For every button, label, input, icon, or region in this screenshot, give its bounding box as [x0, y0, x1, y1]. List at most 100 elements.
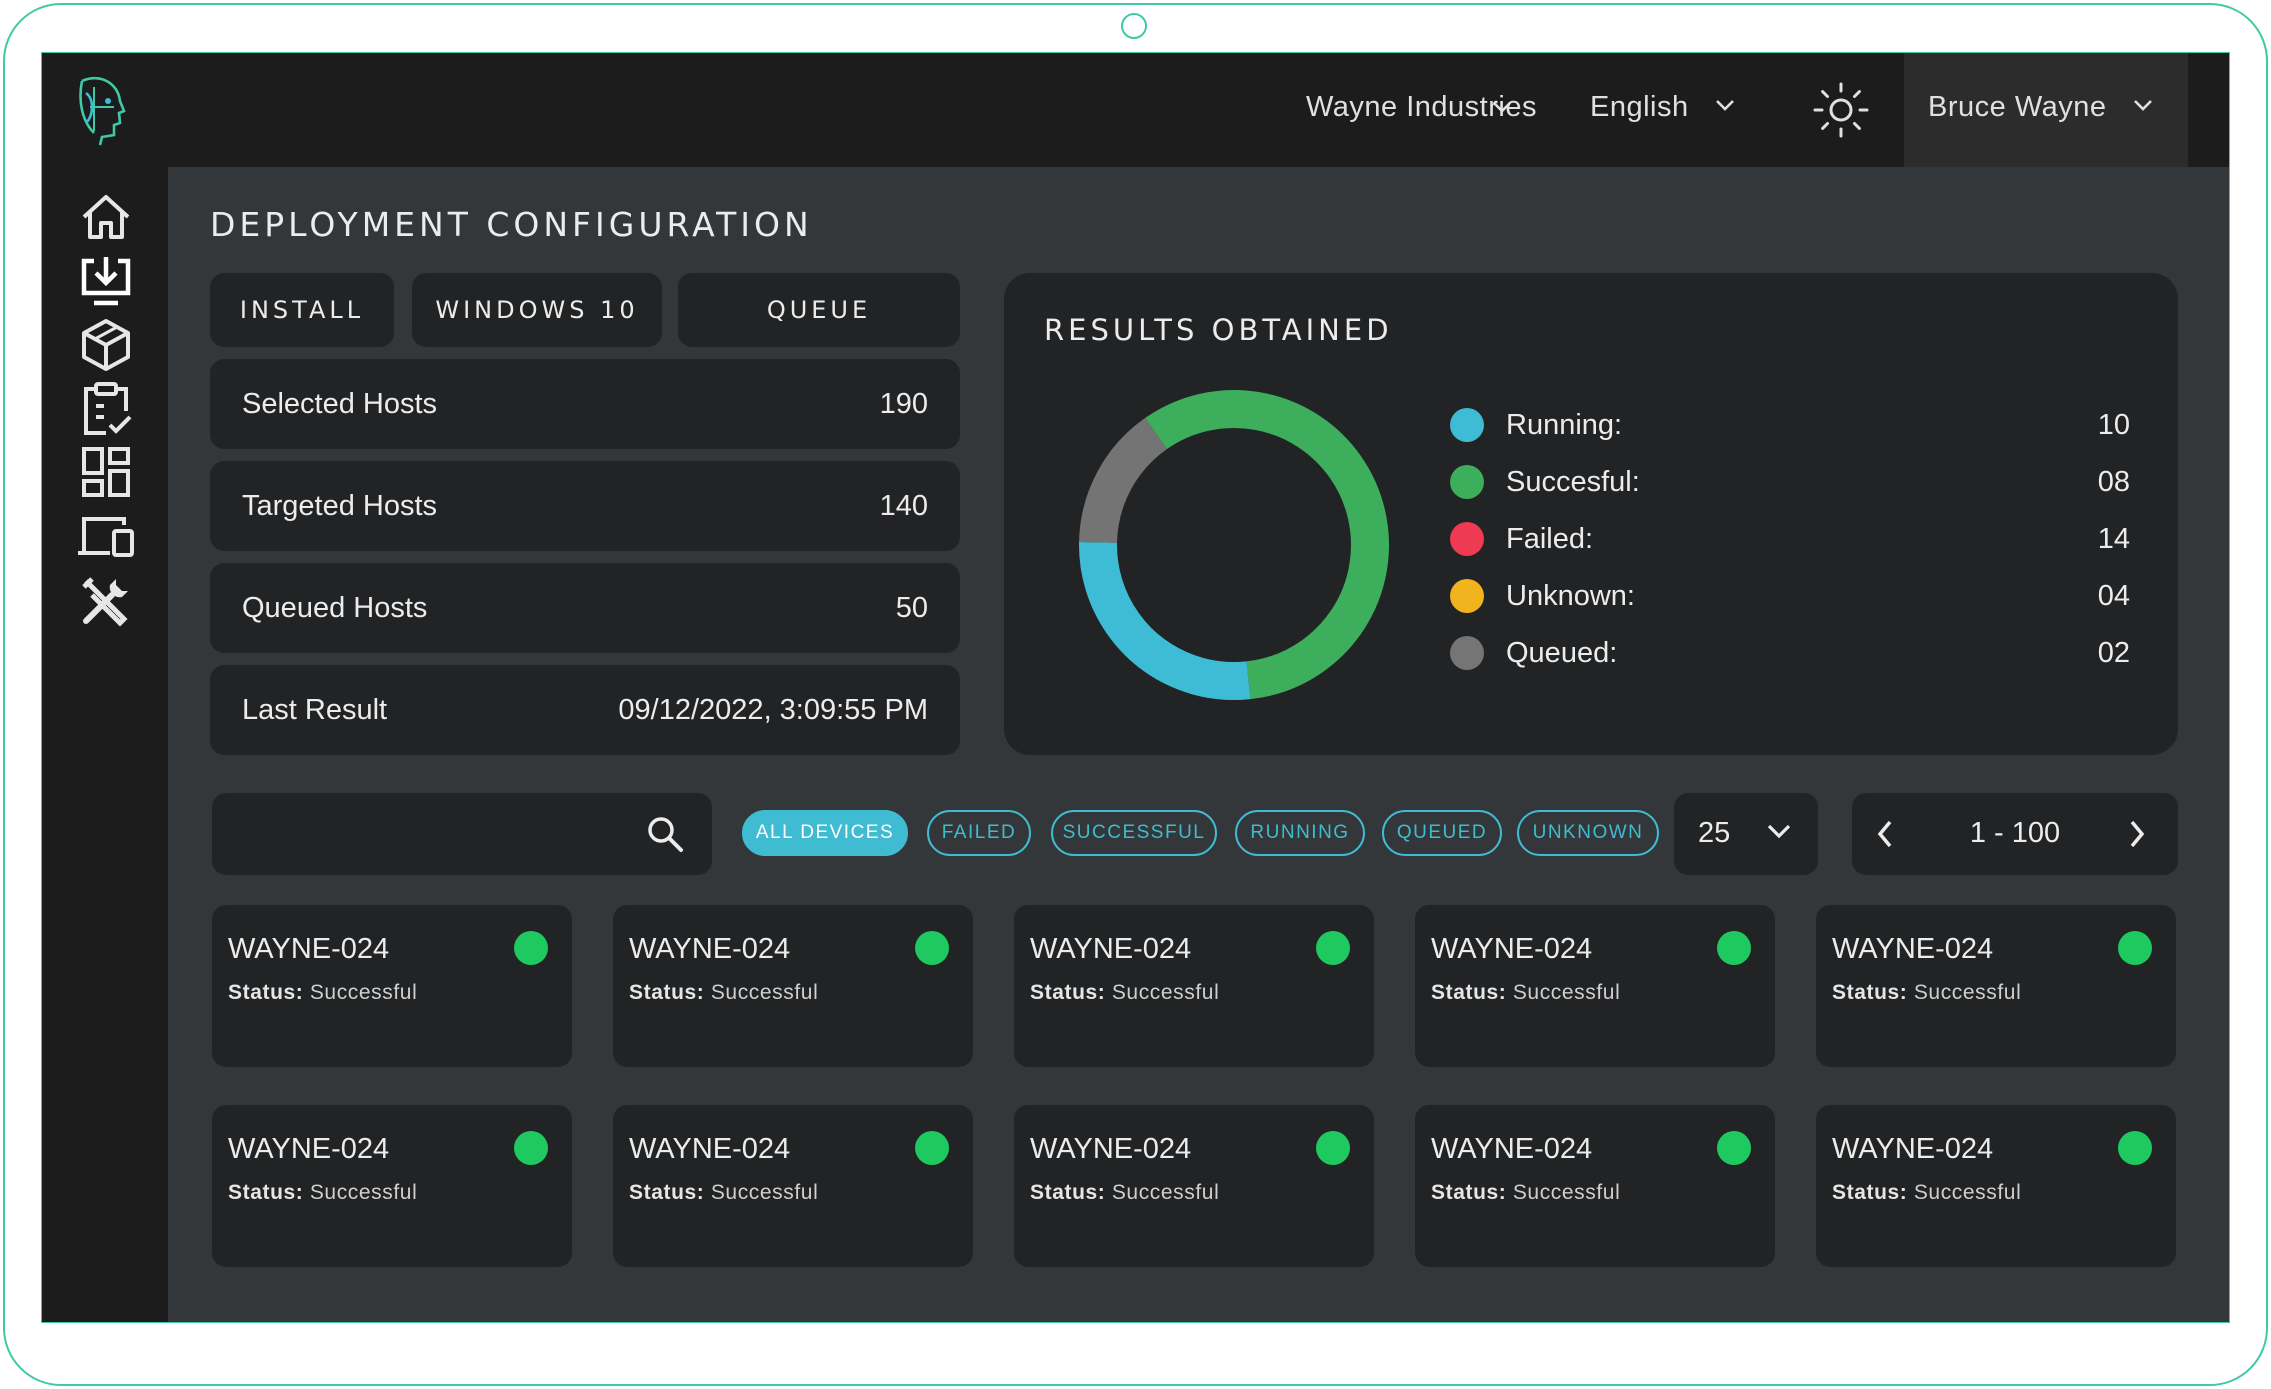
status-value: Successful — [1913, 1181, 2022, 1204]
device-status: Status: Successful — [1431, 1181, 1620, 1205]
legend-label: Running: — [1506, 409, 1623, 441]
tab-install[interactable]: INSTALL — [210, 273, 394, 347]
device-status: Status: Successful — [629, 1181, 818, 1205]
page-size-value: 25 — [1698, 817, 1731, 849]
stat-label: Last Result — [242, 694, 388, 726]
pagination-range: 1 - 100 — [1969, 817, 2061, 849]
device-card[interactable]: WAYNE-024 Status: Successful — [1415, 1105, 1775, 1267]
device-card[interactable]: WAYNE-024 Status: Successful — [613, 905, 973, 1067]
search-box — [212, 793, 712, 875]
device-card[interactable]: WAYNE-024 Status: Successful — [1014, 1105, 1374, 1267]
chevron-down-icon[interactable] — [1714, 98, 1736, 112]
chevron-down-icon[interactable] — [1492, 101, 1512, 113]
legend-successful: Succesful: 08 — [1450, 462, 2130, 502]
device-status: Status: Successful — [228, 1181, 417, 1205]
status-value: Successful — [1512, 981, 1621, 1004]
filter-chip-running[interactable]: RUNNING — [1235, 810, 1365, 856]
device-card[interactable]: WAYNE-024 Status: Successful — [212, 1105, 572, 1267]
device-name: WAYNE-024 — [228, 1133, 390, 1165]
status-label: Status: — [228, 981, 304, 1004]
devices-icon[interactable] — [76, 507, 136, 567]
filter-chip-successful[interactable]: SUCCESSFUL — [1051, 810, 1217, 856]
stat-value: 140 — [879, 490, 928, 522]
stat-label: Selected Hosts — [242, 388, 438, 420]
filter-chip-all-devices[interactable]: ALL DEVICES — [742, 810, 908, 856]
page-size-select[interactable]: 25 — [1674, 793, 1818, 875]
legend-label: Queued: — [1506, 637, 1618, 669]
device-name: WAYNE-024 — [1431, 933, 1593, 965]
legend-label: Failed: — [1506, 523, 1594, 555]
filter-chip-unknown[interactable]: UNKNOWN — [1517, 810, 1659, 856]
status-label: Status: — [1832, 981, 1908, 1004]
device-card[interactable]: WAYNE-024 Status: Successful — [1415, 905, 1775, 1067]
stat-last-result: Last Result 09/12/2022, 3:09:55 PM — [210, 665, 960, 755]
search-icon[interactable] — [644, 813, 686, 855]
search-input[interactable] — [232, 809, 632, 859]
stat-label: Targeted Hosts — [242, 490, 438, 522]
donut-segment-running — [1079, 390, 1389, 700]
device-name: WAYNE-024 — [629, 1133, 791, 1165]
home-icon[interactable] — [76, 187, 136, 247]
status-value: Successful — [1512, 1181, 1621, 1204]
stat-queued-hosts: Queued Hosts 50 — [210, 563, 960, 653]
legend-value: 02 — [2097, 637, 2130, 669]
user-menu[interactable]: Bruce Wayne — [1904, 53, 2188, 167]
status-value: Successful — [1111, 981, 1220, 1004]
status-dot-failed — [1450, 522, 1484, 556]
camera-dot — [1121, 13, 1147, 39]
status-dot — [1316, 931, 1350, 965]
status-dot-successful — [1450, 465, 1484, 499]
status-label: Status: — [1030, 1181, 1106, 1204]
device-status: Status: Successful — [1832, 1181, 2021, 1205]
device-status: Status: Successful — [1030, 1181, 1219, 1205]
stat-value: 190 — [879, 388, 928, 420]
device-card[interactable]: WAYNE-024 Status: Successful — [613, 1105, 973, 1267]
device-card[interactable]: WAYNE-024 Status: Successful — [212, 905, 572, 1067]
results-card: RESULTS OBTAINED Running: 10 Succesful: … — [1004, 273, 2178, 755]
device-card[interactable]: WAYNE-024 Status: Successful — [1816, 1105, 2176, 1267]
results-donut-chart — [1079, 390, 1389, 700]
legend-value: 04 — [2097, 580, 2130, 612]
device-card[interactable]: WAYNE-024 Status: Successful — [1816, 905, 2176, 1067]
device-name: WAYNE-024 — [1030, 1133, 1192, 1165]
language-selector[interactable]: English — [1590, 91, 1689, 123]
theme-toggle-sun-icon[interactable] — [1810, 79, 1872, 141]
status-dot-unknown — [1450, 579, 1484, 613]
results-title: RESULTS OBTAINED — [1044, 313, 1393, 347]
device-name: WAYNE-024 — [1832, 933, 1994, 965]
clipboard-check-icon[interactable] — [76, 379, 136, 439]
status-label: Status: — [1832, 1181, 1908, 1204]
status-value: Successful — [309, 1181, 418, 1204]
sidebar — [42, 167, 168, 1322]
dashboard-icon[interactable] — [76, 443, 136, 503]
status-value: Successful — [710, 981, 819, 1004]
filter-chip-queued[interactable]: QUEUED — [1382, 810, 1502, 856]
package-icon[interactable] — [76, 315, 136, 375]
chevron-left-icon[interactable] — [1876, 819, 1894, 849]
chevron-down-icon — [1767, 824, 1791, 839]
status-label: Status: — [1030, 981, 1106, 1004]
status-dot — [1316, 1131, 1350, 1165]
tab-windows-10[interactable]: WINDOWS 10 — [412, 273, 662, 347]
tab-queue[interactable]: QUEUE — [678, 273, 960, 347]
user-name: Bruce Wayne — [1928, 91, 2107, 123]
legend-label: Succesful: — [1506, 466, 1640, 498]
stat-targeted-hosts: Targeted Hosts 140 — [210, 461, 960, 551]
tools-icon[interactable] — [76, 571, 136, 631]
device-name: WAYNE-024 — [629, 933, 791, 965]
legend-queued: Queued: 02 — [1450, 633, 2130, 673]
filter-chip-failed[interactable]: FAILED — [927, 810, 1031, 856]
top-bar: Wayne Industries English Bruce Wayne — [42, 53, 2229, 167]
device-card[interactable]: WAYNE-024 Status: Successful — [1014, 905, 1374, 1067]
legend-value: 10 — [2097, 409, 2130, 441]
deploy-icon[interactable] — [76, 251, 136, 311]
status-value: Successful — [1913, 981, 2022, 1004]
status-dot-running — [1450, 408, 1484, 442]
device-status: Status: Successful — [1832, 981, 2021, 1005]
chevron-right-icon[interactable] — [2128, 819, 2146, 849]
chevron-down-icon — [2134, 100, 2152, 111]
device-status: Status: Successful — [1431, 981, 1620, 1005]
legend-label: Unknown: — [1506, 580, 1635, 612]
stat-label: Queued Hosts — [242, 592, 428, 624]
device-name: WAYNE-024 — [1832, 1133, 1994, 1165]
